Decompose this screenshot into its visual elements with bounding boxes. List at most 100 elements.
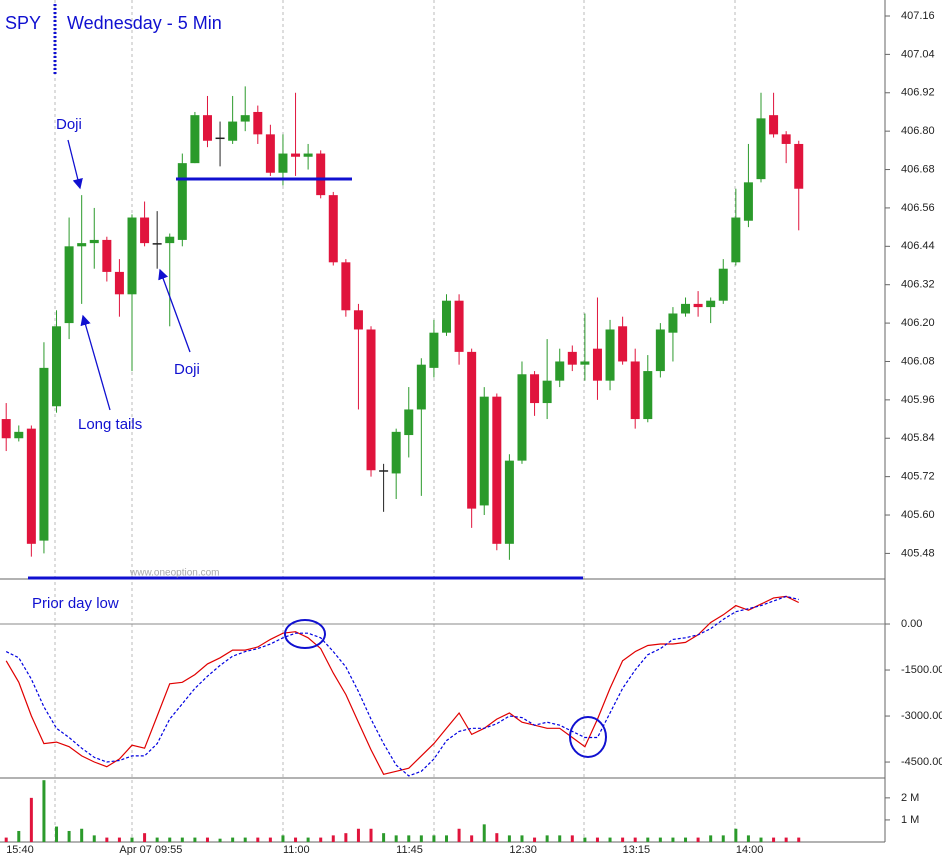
volume-bar (671, 837, 675, 842)
candle-body (567, 351, 577, 365)
candle-body (240, 115, 250, 122)
volume-bar (721, 835, 725, 842)
volume-bar (658, 837, 662, 842)
volume-bar (570, 835, 574, 842)
volume-bar (55, 826, 59, 842)
candle-body (681, 303, 691, 314)
volume-bar (205, 837, 209, 842)
chart-title: SPY (5, 13, 41, 33)
volume-bar (533, 837, 537, 842)
x-tick-label: 14:00 (736, 844, 764, 855)
y-tick-label: 0.00 (901, 618, 922, 630)
candle-body (580, 361, 590, 365)
candle-body (504, 460, 514, 544)
candle-body (555, 361, 565, 381)
volume-bar (595, 837, 599, 842)
volume-bar (507, 835, 511, 842)
highlight-circle (284, 619, 326, 649)
volume-bar (143, 833, 147, 842)
x-tick-label: Apr 07 09:55 (119, 844, 182, 855)
candle-body (618, 326, 628, 362)
volume-bar (92, 835, 96, 842)
candle-body (140, 217, 150, 244)
candle-body (379, 470, 389, 472)
y-tick-label: 406.08 (901, 355, 935, 367)
volume-bar (621, 837, 625, 842)
volume-bar (784, 837, 788, 842)
y-tick-label: 405.48 (901, 547, 935, 559)
volume-bar (470, 835, 474, 842)
candle-body (592, 348, 602, 381)
volume-bar (344, 833, 348, 842)
candle-body (228, 121, 238, 141)
y-tick-label: 407.04 (901, 48, 935, 60)
plot: 407.16 407.04 406.92 406.80 406.68 406.56 406.… (0, 10, 942, 855)
volume-bar (231, 837, 235, 842)
candle-body (416, 364, 426, 410)
volume-bar (319, 837, 323, 842)
candle-body (630, 361, 640, 420)
x-tick-label: 11:45 (396, 844, 423, 855)
candle-body (530, 374, 540, 404)
candle-body (52, 326, 62, 407)
y-tick-label: 406.92 (901, 87, 935, 99)
indicator-line (5, 595, 799, 777)
y-tick-label: -3000.00 (901, 710, 942, 722)
candle-body (429, 332, 439, 368)
candle-body (177, 163, 187, 240)
candle-body (341, 262, 351, 311)
volume-bar (746, 835, 750, 842)
candle-body (316, 153, 326, 196)
candle-body (655, 329, 665, 372)
volume-bar (759, 837, 763, 842)
candle-body (190, 115, 200, 164)
volume-bar (734, 828, 738, 842)
candle-body (303, 153, 313, 157)
candle-body (479, 396, 489, 506)
volume-bar (382, 833, 386, 842)
volume-bar (294, 837, 298, 842)
volume-bar (558, 835, 562, 842)
volume-bar (180, 837, 184, 842)
volume-bar (4, 837, 8, 842)
candle-body (353, 310, 363, 330)
candle-body (769, 115, 779, 135)
candle-body (492, 396, 502, 544)
volume-bar (168, 837, 172, 842)
y-tick-label: 405.60 (901, 509, 935, 521)
x-tick-label: 12:30 (509, 844, 537, 855)
candle-body (467, 351, 477, 509)
candle-body (643, 371, 653, 420)
volume-bar (583, 837, 587, 842)
volume-bar (696, 837, 700, 842)
volume-bar (256, 837, 260, 842)
volume-bar (457, 828, 461, 842)
volume-bar (243, 837, 247, 842)
volume-bar (633, 837, 637, 842)
y-tick-label: 405.96 (901, 394, 935, 406)
candle-body (39, 367, 49, 541)
candle-body (215, 137, 225, 140)
y-tick-label: -1500.00 (901, 664, 942, 676)
volume-bar (193, 837, 197, 842)
candle-body (1, 419, 11, 439)
volume-bar (797, 837, 801, 842)
y-tick-label: 2 M (901, 792, 919, 804)
x-tick-label: 13:15 (623, 844, 651, 855)
y-tick-label: 1 M (901, 814, 919, 826)
candle-body (391, 431, 401, 474)
annotation: Prior day low (32, 595, 119, 612)
candle-body (14, 431, 24, 439)
volume-bar (445, 835, 448, 842)
candle-body (127, 217, 137, 295)
candle-body (718, 268, 728, 301)
candle-body (668, 313, 678, 333)
candle-body (328, 195, 338, 263)
candle-body (165, 236, 175, 244)
y-tick-label: 405.84 (901, 432, 935, 444)
watermark: www.oneoption.com (129, 568, 220, 579)
candle-body (794, 143, 804, 189)
volume-bar (331, 835, 335, 842)
candle-body (114, 271, 124, 295)
